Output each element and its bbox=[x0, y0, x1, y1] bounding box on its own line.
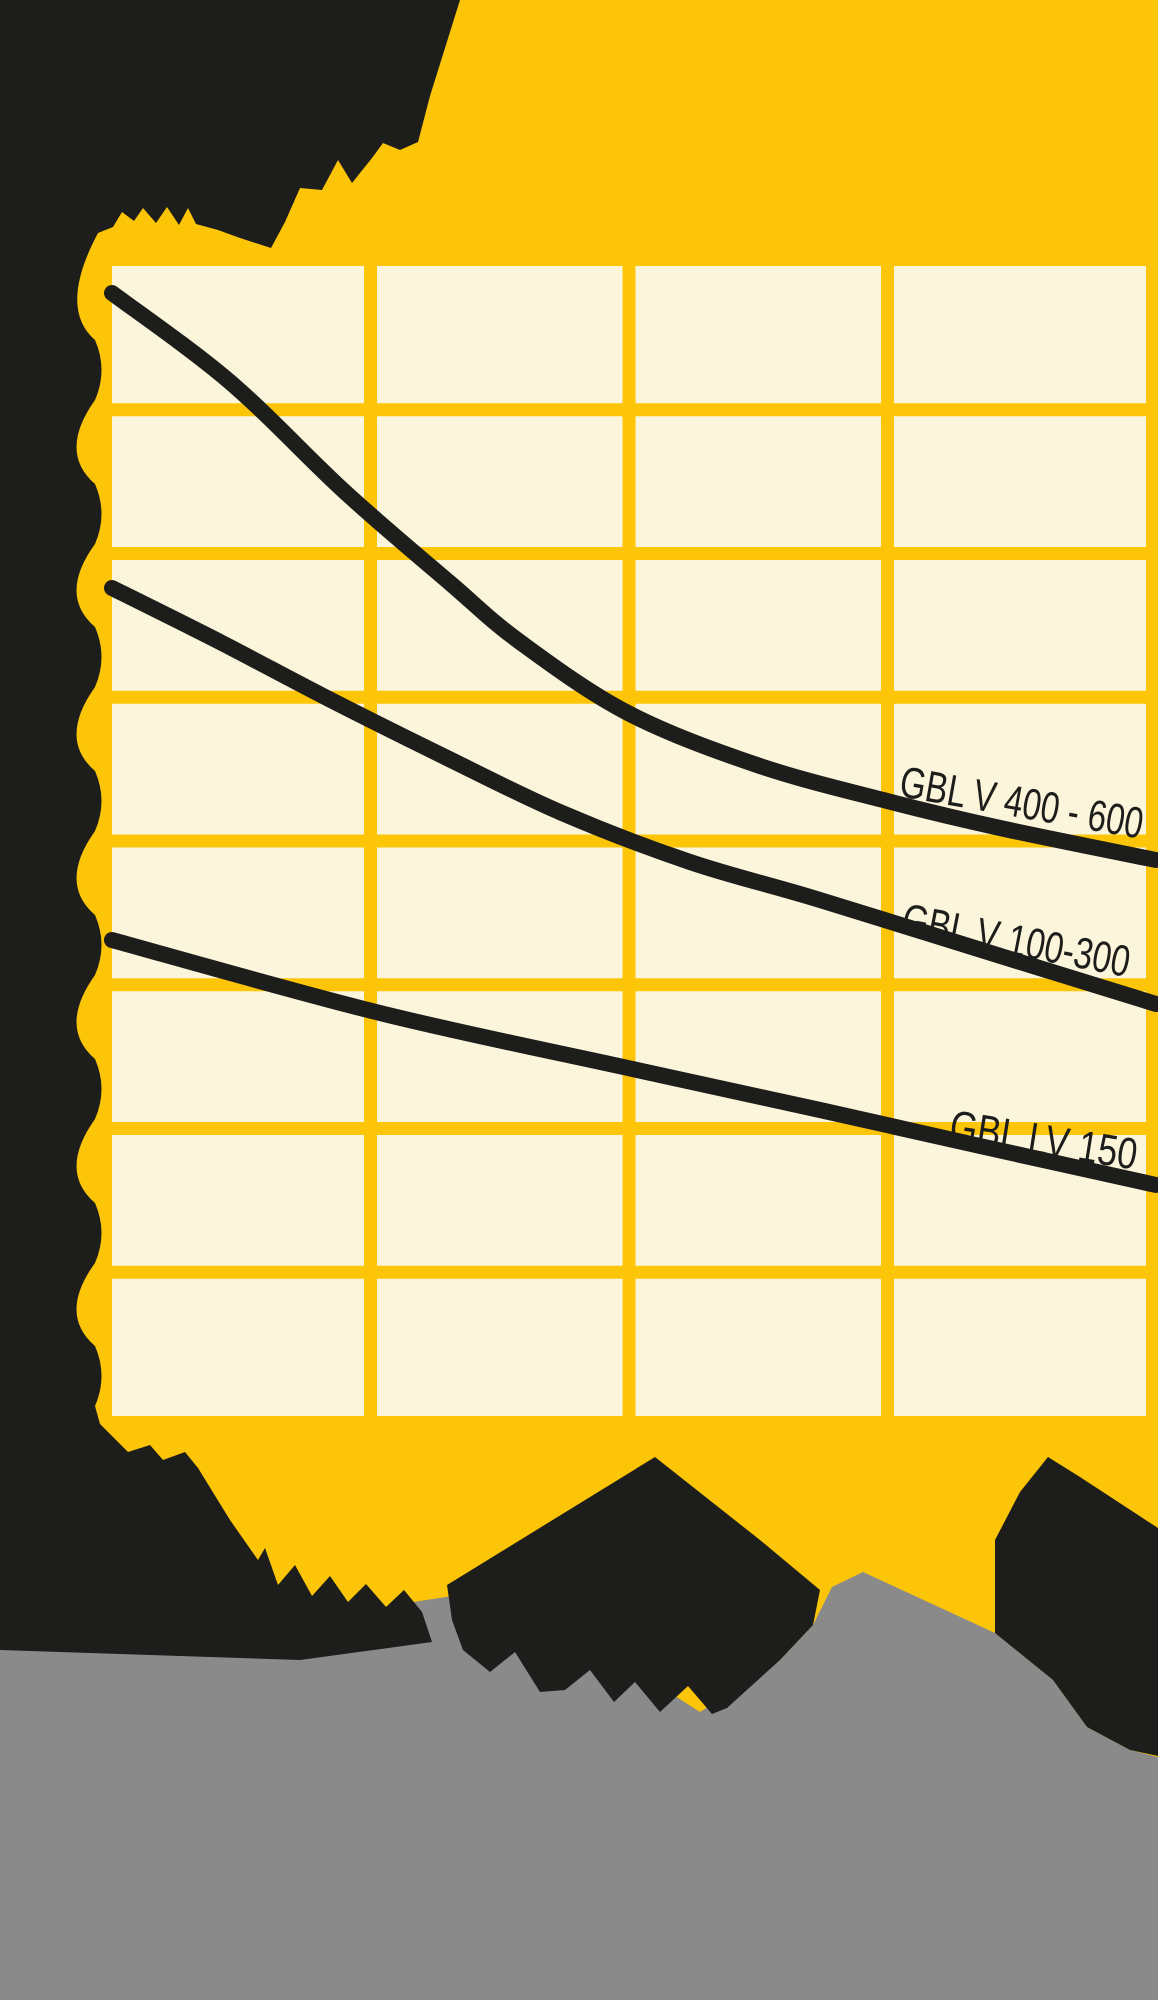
obscured-x-axis-label-right-blob bbox=[995, 1457, 1158, 1756]
gridlines bbox=[112, 266, 1146, 1416]
curve-gbl-v-400-600 bbox=[104, 285, 1158, 868]
curve-gbl-lv-150 bbox=[104, 932, 1158, 1193]
horizontal-gridline bbox=[112, 547, 1146, 560]
horizontal-gridline bbox=[112, 978, 1146, 992]
curves bbox=[104, 285, 1158, 1193]
obscured-x-axis-label-center-blob bbox=[447, 1457, 820, 1714]
obscured-title-and-y-axis-labels-blob bbox=[0, 0, 460, 1660]
horizontal-gridline bbox=[112, 690, 1146, 704]
horizontal-gridline bbox=[112, 1265, 1146, 1279]
curve-gbl-v-100-300 bbox=[104, 580, 1158, 1012]
horizontal-gridline bbox=[112, 403, 1146, 417]
obscured-footer-gray-blob bbox=[0, 1572, 1158, 2000]
